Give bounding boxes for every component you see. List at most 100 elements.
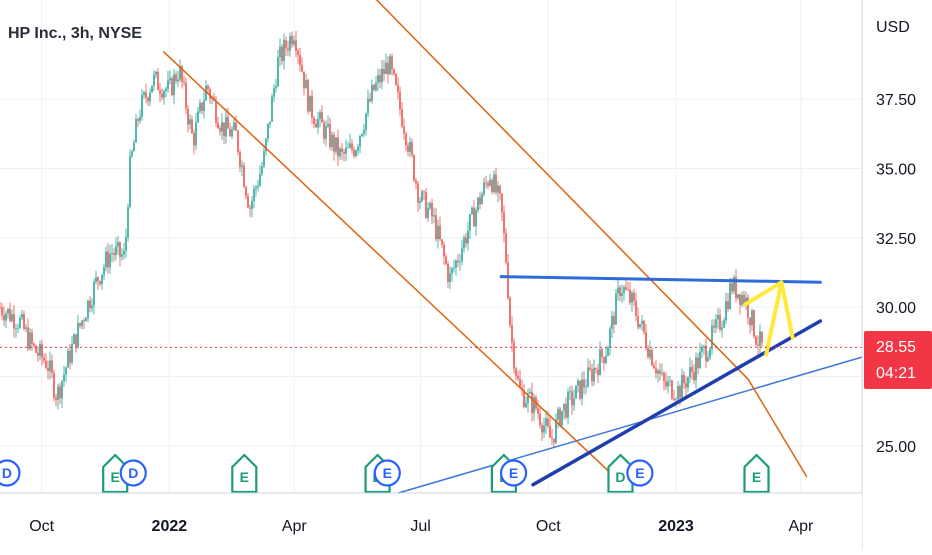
candle-body [103, 267, 105, 275]
candle-body [513, 342, 515, 369]
candle-body [539, 413, 541, 426]
candle-body [115, 246, 117, 255]
candle-body [17, 327, 19, 329]
dividend-marker: D [0, 459, 21, 487]
candle-body [227, 116, 229, 129]
candle-body [125, 237, 127, 251]
candle-body [109, 253, 111, 268]
candle-body [297, 50, 299, 55]
candle-body [249, 207, 251, 209]
candle-body [73, 334, 75, 345]
candle-body [751, 310, 753, 326]
candle-body [687, 377, 689, 388]
candle-body [161, 93, 163, 98]
candle-body [533, 397, 535, 414]
candle-body [643, 320, 645, 333]
candle-body [491, 180, 493, 192]
candle-body [43, 357, 45, 361]
candle-body [627, 289, 629, 291]
candle-body [25, 327, 27, 329]
candle-body [465, 237, 467, 244]
candle-body [453, 267, 455, 269]
candle-body [579, 380, 581, 399]
dividend-marker-shape [626, 459, 654, 487]
candle-body [229, 128, 231, 137]
candle-body [503, 212, 505, 234]
candle-body [317, 118, 319, 128]
candle-body [239, 152, 241, 168]
time-axis-panel[interactable] [0, 494, 862, 550]
candle-body [339, 148, 341, 157]
candle-body [69, 350, 71, 363]
bar-countdown: 04:21 [876, 365, 916, 382]
candle-body [45, 360, 47, 369]
candle-body [183, 81, 185, 83]
candle-body [331, 134, 333, 148]
candle-body [321, 112, 323, 123]
candle-body [275, 86, 277, 89]
candle-body [79, 323, 81, 326]
candle-body [481, 194, 483, 205]
candle-body [523, 390, 525, 408]
candle-body [625, 287, 627, 290]
candle-body [201, 102, 203, 111]
candle-body [705, 346, 707, 362]
candle-body [663, 372, 665, 382]
candle-body [585, 386, 587, 388]
candle-body [51, 360, 53, 373]
candle-body [441, 239, 443, 245]
candle-body [129, 156, 131, 207]
candle-body [203, 100, 205, 111]
candle-body [729, 283, 731, 309]
candle-body [279, 46, 281, 58]
candle-body [543, 425, 545, 433]
candle-body [111, 253, 113, 254]
resistance-line [499, 275, 822, 284]
candle-body [567, 391, 569, 418]
candle-body [387, 62, 389, 75]
candle-body [261, 166, 263, 174]
candle-body [121, 254, 123, 257]
candle-body [649, 349, 651, 358]
candle-body [327, 124, 329, 127]
candle-body [749, 317, 751, 326]
candle-body [385, 62, 387, 75]
candle-body [371, 84, 373, 102]
candle-body [285, 40, 287, 49]
candle-body [257, 185, 259, 188]
candle-body [195, 122, 197, 146]
dividend-marker-shape [119, 459, 147, 487]
candle-body [569, 391, 571, 393]
candle-body [695, 357, 697, 381]
earnings-marker: E [231, 453, 258, 494]
candle-body [653, 365, 655, 369]
candle-body [429, 202, 431, 209]
candle-body [761, 331, 763, 343]
candle-body [657, 370, 659, 374]
price-axis-panel[interactable] [862, 0, 932, 550]
candle-body [541, 425, 543, 433]
candle-body [703, 346, 705, 348]
dividend-marker-label: E [383, 465, 392, 481]
candle-body [681, 374, 683, 398]
candle-body [373, 84, 375, 91]
candle-body [305, 80, 307, 89]
candle-body [93, 281, 95, 306]
candle-body [217, 122, 219, 129]
candle-body [451, 268, 453, 274]
candle-body [311, 95, 313, 119]
candle-body [651, 349, 653, 366]
candle-body [357, 146, 359, 151]
candle-body [245, 187, 247, 197]
candle-body [95, 277, 97, 282]
candle-body [75, 334, 77, 348]
dividend-marker-shape [499, 459, 528, 487]
support-line-thick [531, 319, 823, 487]
candle-body [3, 314, 5, 321]
candle-body [659, 370, 661, 374]
candle-body [13, 314, 15, 329]
candle-body [439, 225, 441, 240]
candle-body [377, 75, 379, 83]
